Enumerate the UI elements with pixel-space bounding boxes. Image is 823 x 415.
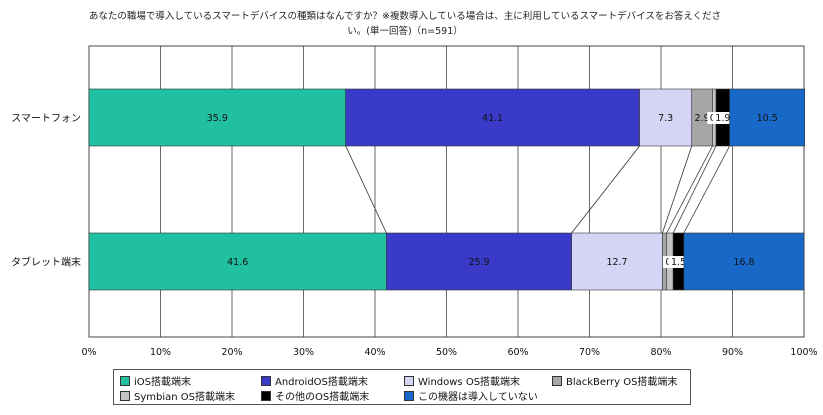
- series-connector-line: [672, 145, 717, 234]
- legend-label: iOS搭載端末: [134, 377, 191, 388]
- bar-segment: [386, 232, 572, 291]
- legend-swatch: [261, 375, 271, 386]
- chart-legend: iOS搭載端末 AndroidOS搭載端末 Windows OS搭載端末 BlackB…: [113, 369, 691, 405]
- data-label: 41.6: [227, 257, 248, 268]
- stacked-bar-chart: 0% 10% 20% 30% 40% 50% 60% 70% 80% 90% 100% スマートフォン…: [11, 45, 818, 358]
- bar-segment: [729, 88, 806, 147]
- x-tick-label: 80%: [650, 347, 671, 358]
- data-label-background: [712, 112, 733, 124]
- x-tick-label: 30%: [293, 347, 314, 358]
- data-label: 41.1: [482, 113, 503, 124]
- legend-label: この機器は導入していない: [418, 392, 538, 403]
- x-tick-label: 20%: [221, 347, 242, 358]
- x-tick-label: 70%: [579, 347, 600, 358]
- bar-segment: [88, 88, 346, 147]
- legend-label: Symbian OS搭載端末: [134, 392, 235, 403]
- data-label: 1.9: [715, 113, 730, 124]
- x-tick-label: 40%: [364, 347, 385, 358]
- legend-label: BlackBerry OS搭載端末: [566, 377, 678, 388]
- bar-segment: [345, 88, 640, 147]
- legend-swatch: [120, 390, 130, 401]
- legend-item: この機器は導入していない: [404, 388, 538, 403]
- x-tick-label: 100%: [790, 347, 817, 358]
- series-connector-line: [345, 145, 387, 234]
- bar-segment: [639, 88, 693, 147]
- bar-segment: [683, 232, 805, 291]
- data-label: 16.8: [733, 257, 754, 268]
- data-label: 2.9: [695, 113, 710, 124]
- x-tick-label: 10%: [150, 347, 171, 358]
- bar-segment: [571, 232, 663, 291]
- legend-swatch: [404, 390, 414, 401]
- legend-swatch: [404, 375, 414, 386]
- legend-item: BlackBerry OS搭載端末: [552, 373, 677, 388]
- data-label-background: [668, 256, 689, 268]
- legend-item: AndroidOS搭載端末: [261, 373, 368, 388]
- data-label: 7.3: [658, 113, 673, 124]
- legend-item: Symbian OS搭載端末: [120, 388, 235, 403]
- legend-item: iOS搭載端末: [120, 373, 191, 388]
- x-tick-label: 60%: [507, 347, 528, 358]
- title-line-2: い。(単一回答)（n=591）: [347, 26, 463, 37]
- series-connector-line: [571, 145, 640, 234]
- legend-swatch: [120, 375, 130, 386]
- legend-swatch: [552, 375, 562, 386]
- legend-label: その他のOS搭載端末: [275, 392, 370, 403]
- data-label: 12.7: [606, 257, 627, 268]
- data-label: 35.9: [207, 113, 228, 124]
- bar-segment: [88, 232, 387, 291]
- x-tick-label: 50%: [436, 347, 457, 358]
- series-connector-line: [666, 145, 713, 234]
- category-label: タブレット端末: [11, 256, 81, 269]
- data-label: 10.5: [757, 113, 778, 124]
- data-label: 1.5: [671, 257, 686, 268]
- legend-swatch: [261, 390, 271, 401]
- data-label: 25.9: [468, 257, 489, 268]
- x-tick-label: 0%: [81, 347, 96, 358]
- category-label: スマートフォン: [11, 114, 81, 125]
- legend-label: AndroidOS搭載端末: [275, 377, 368, 388]
- legend-label: Windows OS搭載端末: [418, 377, 521, 388]
- series-connector-line: [683, 145, 730, 234]
- x-tick-label: 90%: [722, 347, 743, 358]
- legend-item: Windows OS搭載端末: [404, 373, 520, 388]
- chart-title: あなたの職場で導入しているスマートデバイスの種類はなんですか？※複数導入している…: [40, 9, 770, 39]
- series-connector-line: [662, 145, 693, 234]
- title-line-1: あなたの職場で導入しているスマートデバイスの種類はなんですか？※複数導入している…: [88, 11, 722, 22]
- legend-item: その他のOS搭載端末: [261, 388, 369, 403]
